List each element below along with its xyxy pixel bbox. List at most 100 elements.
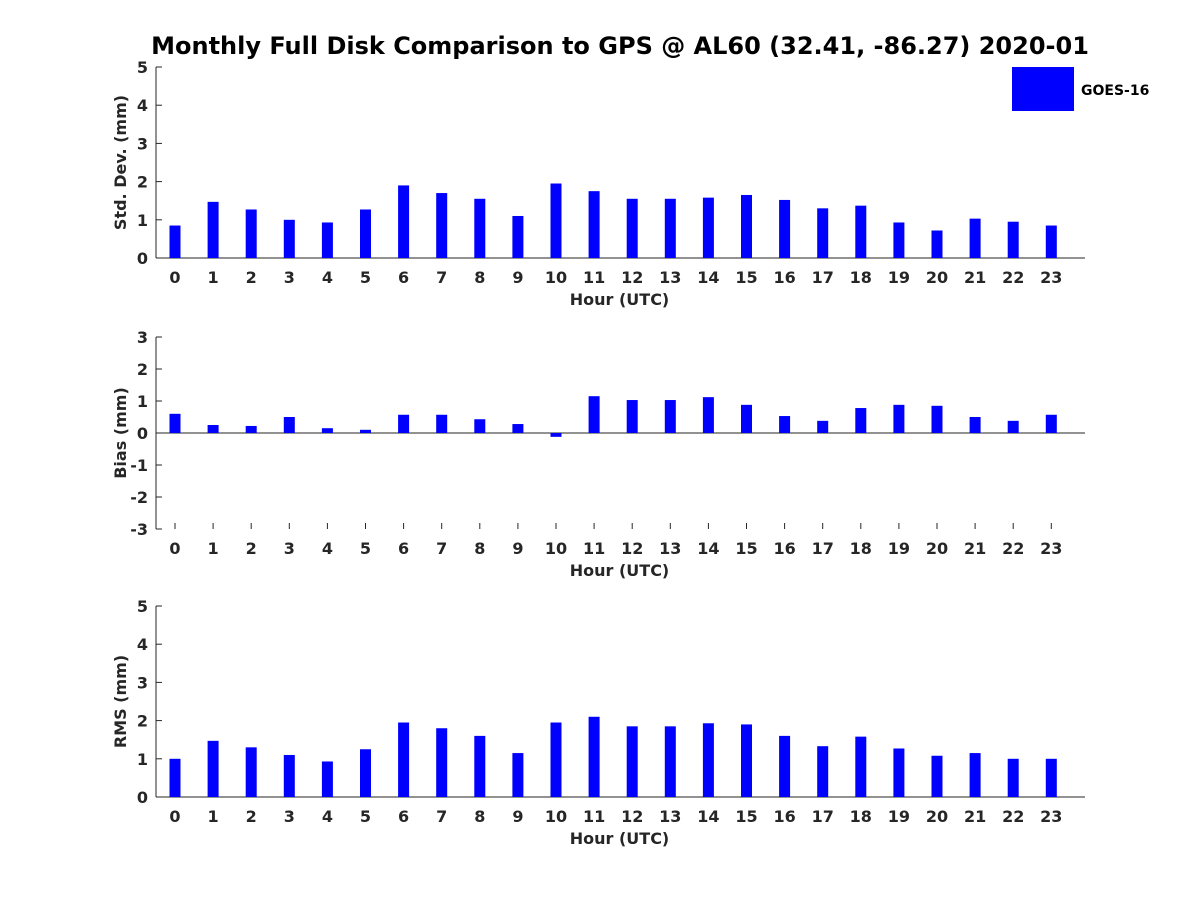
x-tick-label: 22 bbox=[1002, 539, 1024, 558]
chart-title: Monthly Full Disk Comparison to GPS @ AL… bbox=[151, 32, 1089, 60]
x-tick-label: 7 bbox=[436, 268, 447, 287]
bar bbox=[893, 222, 905, 258]
x-tick-label: 10 bbox=[545, 539, 567, 558]
x-tick-label: 3 bbox=[284, 539, 295, 558]
x-tick-label: 4 bbox=[322, 539, 333, 558]
bar bbox=[360, 429, 371, 433]
x-tick-label: 15 bbox=[735, 268, 757, 287]
bar bbox=[588, 191, 600, 258]
x-tick-label: 13 bbox=[659, 268, 681, 287]
x-tick-label: 22 bbox=[1002, 807, 1024, 826]
bar bbox=[207, 740, 219, 797]
x-axis-label: Hour (UTC) bbox=[570, 829, 670, 848]
x-tick-label: 23 bbox=[1040, 268, 1062, 287]
x-tick-label: 9 bbox=[512, 268, 523, 287]
x-tick-label: 4 bbox=[322, 268, 333, 287]
x-tick-label: 16 bbox=[773, 268, 795, 287]
y-axis-label: Bias (mm) bbox=[111, 387, 130, 479]
x-tick-label: 16 bbox=[773, 539, 795, 558]
bar bbox=[817, 420, 829, 433]
x-tick-label: 5 bbox=[360, 807, 371, 826]
bar bbox=[321, 761, 333, 797]
bar bbox=[702, 397, 714, 433]
bar bbox=[283, 219, 295, 258]
bar bbox=[474, 198, 486, 258]
y-tick-label: 4 bbox=[137, 635, 148, 654]
x-tick-label: 18 bbox=[850, 539, 872, 558]
x-tick-label: 2 bbox=[246, 268, 257, 287]
bar bbox=[398, 414, 410, 433]
legend: GOES-16 bbox=[1012, 67, 1149, 111]
y-tick-label: 1 bbox=[137, 750, 148, 769]
x-tick-label: 6 bbox=[398, 807, 409, 826]
x-tick-label: 19 bbox=[888, 539, 910, 558]
bar bbox=[512, 424, 524, 433]
bar bbox=[169, 413, 181, 433]
x-tick-label: 21 bbox=[964, 539, 986, 558]
y-tick-label: 3 bbox=[137, 673, 148, 692]
bar bbox=[741, 724, 752, 797]
bar bbox=[550, 183, 562, 258]
bar bbox=[321, 222, 333, 258]
y-tick-label: 4 bbox=[137, 96, 148, 115]
y-tick-label: 0 bbox=[137, 788, 148, 807]
x-tick-label: 16 bbox=[773, 807, 795, 826]
x-tick-label: 1 bbox=[208, 268, 219, 287]
legend-swatch bbox=[1012, 67, 1074, 111]
bar bbox=[360, 209, 371, 258]
x-tick-label: 15 bbox=[735, 539, 757, 558]
y-tick-label: -2 bbox=[130, 488, 148, 507]
bar bbox=[931, 405, 943, 433]
bar bbox=[702, 197, 714, 258]
bar bbox=[474, 735, 486, 797]
x-tick-label: 2 bbox=[246, 539, 257, 558]
bar bbox=[283, 754, 295, 797]
bar bbox=[931, 755, 943, 797]
bar bbox=[741, 404, 752, 433]
x-tick-label: 10 bbox=[545, 807, 567, 826]
bar bbox=[1045, 414, 1057, 433]
bar bbox=[741, 194, 752, 258]
bar bbox=[1045, 758, 1057, 797]
x-tick-label: 17 bbox=[812, 807, 834, 826]
x-tick-label: 11 bbox=[583, 268, 605, 287]
y-tick-label: 5 bbox=[137, 597, 148, 616]
x-tick-label: 18 bbox=[850, 807, 872, 826]
bar bbox=[512, 753, 524, 797]
bar bbox=[626, 400, 638, 433]
y-tick-label: -1 bbox=[130, 456, 148, 475]
bar bbox=[207, 201, 219, 258]
x-tick-label: 7 bbox=[436, 539, 447, 558]
y-tick-label: 3 bbox=[137, 328, 148, 347]
x-tick-label: 0 bbox=[169, 539, 180, 558]
bar bbox=[855, 736, 867, 797]
bar bbox=[779, 199, 791, 258]
x-tick-label: 10 bbox=[545, 268, 567, 287]
bar bbox=[245, 425, 257, 433]
bar bbox=[588, 716, 600, 797]
x-tick-label: 14 bbox=[697, 268, 719, 287]
y-tick-label: -3 bbox=[130, 520, 148, 539]
x-axis-label: Hour (UTC) bbox=[570, 561, 670, 580]
bar bbox=[855, 205, 867, 258]
y-tick-label: 0 bbox=[137, 249, 148, 268]
x-tick-label: 18 bbox=[850, 268, 872, 287]
bar bbox=[207, 425, 219, 433]
x-tick-label: 19 bbox=[888, 268, 910, 287]
x-tick-label: 23 bbox=[1040, 539, 1062, 558]
bar bbox=[664, 198, 676, 258]
bar bbox=[931, 230, 943, 258]
y-axis-label: RMS (mm) bbox=[111, 655, 130, 748]
bar bbox=[283, 417, 295, 433]
x-tick-label: 4 bbox=[322, 807, 333, 826]
bar bbox=[626, 726, 638, 797]
bar bbox=[512, 215, 524, 258]
x-axis-label: Hour (UTC) bbox=[570, 290, 670, 309]
y-axis-label: Std. Dev. (mm) bbox=[111, 95, 130, 230]
bar bbox=[817, 746, 829, 797]
bar bbox=[702, 723, 714, 797]
bar bbox=[969, 417, 981, 433]
